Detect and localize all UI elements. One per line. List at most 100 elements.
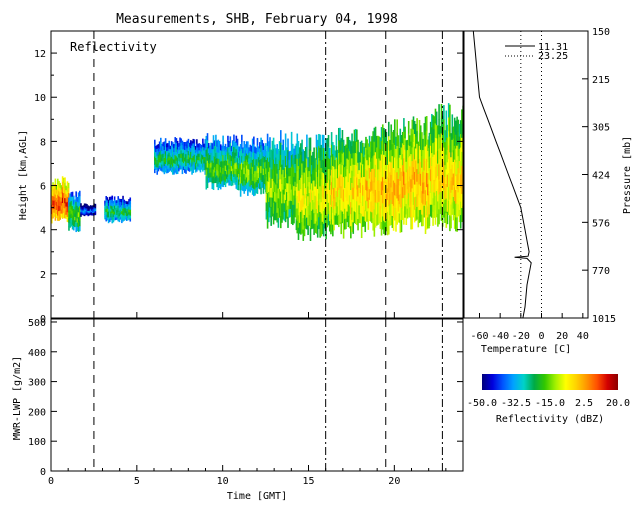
- reflectivity-cell: [105, 202, 108, 206]
- reflectivity-cell: [59, 201, 62, 207]
- reflectivity-cell: [341, 211, 344, 224]
- reflectivity-cell: [282, 189, 285, 200]
- reflectivity-cell: [231, 173, 234, 180]
- reflectivity-cell: [170, 141, 173, 146]
- reflectivity-cell: [342, 164, 345, 178]
- reflectivity-cell: [396, 198, 398, 212]
- reflectivity-cell: [245, 171, 248, 178]
- reflectivity-cell: [364, 220, 367, 233]
- reflectivity-cell: [125, 203, 128, 207]
- colorbar-label: Reflectivity (dBZ): [496, 414, 604, 425]
- reflectivity-cell: [178, 143, 180, 147]
- reflectivity-cell: [439, 191, 442, 204]
- reflectivity-cell: [277, 178, 280, 189]
- reflectivity-cell: [109, 206, 111, 210]
- reflectivity-cell: [213, 161, 216, 168]
- reflectivity-cell: [223, 160, 226, 166]
- reflectivity-cell: [365, 189, 367, 201]
- reflectivity-cell: [315, 146, 318, 160]
- reflectivity-cell: [451, 139, 454, 153]
- reflectivity-cell: [88, 209, 91, 212]
- reflectivity-cell: [461, 151, 463, 166]
- reflectivity-cell: [438, 119, 440, 135]
- reflectivity-cell: [88, 211, 91, 214]
- reflectivity-cell: [304, 167, 307, 178]
- reflectivity-cell: [327, 191, 330, 203]
- reflectivity-cell: [328, 179, 331, 190]
- reflectivity-cell: [110, 216, 112, 221]
- reflectivity-cell: [82, 212, 85, 215]
- reflectivity-cell: [256, 144, 259, 153]
- reflectivity-cell: [241, 169, 243, 177]
- temperature-tick-label: 20: [556, 331, 568, 342]
- reflectivity-cell: [242, 158, 244, 165]
- reflectivity-cell: [261, 181, 264, 188]
- reflectivity-cell: [351, 170, 353, 184]
- reflectivity-cell: [207, 152, 210, 159]
- reflectivity-cell: [409, 176, 411, 187]
- reflectivity-cell: [277, 168, 280, 179]
- reflectivity-cell: [418, 209, 421, 223]
- reflectivity-cell: [64, 187, 66, 194]
- reflectivity-cell: [200, 148, 203, 152]
- reflectivity-cell: [255, 187, 258, 194]
- reflectivity-cell: [242, 174, 244, 181]
- reflectivity-cell: [191, 141, 193, 146]
- reflectivity-cell: [211, 165, 214, 172]
- reflectivity-cell: [75, 201, 77, 207]
- reflectivity-cell: [155, 160, 157, 164]
- reflectivity-cell: [129, 212, 132, 216]
- reflectivity-cell: [63, 187, 65, 194]
- reflectivity-cell: [231, 157, 234, 164]
- reflectivity-cell: [167, 146, 169, 151]
- reflectivity-cell: [431, 152, 433, 167]
- reflectivity-cell: [413, 146, 416, 160]
- reflectivity-cell: [175, 142, 178, 148]
- reflectivity-cell: [407, 168, 410, 182]
- reflectivity-cell: [65, 214, 68, 219]
- reflectivity-cell: [406, 198, 409, 209]
- reflectivity-cell: [352, 175, 355, 188]
- reflectivity-cell: [256, 165, 259, 174]
- reflectivity-cell: [69, 197, 71, 203]
- reflectivity-cell: [63, 202, 65, 208]
- reflectivity-cell: [113, 208, 116, 212]
- reflectivity-cell: [203, 153, 205, 157]
- reflectivity-cell: [123, 199, 126, 203]
- reflectivity-cell: [412, 116, 415, 130]
- reflectivity-cell: [440, 205, 443, 221]
- reflectivity-cell: [356, 212, 358, 226]
- reflectivity-cell: [335, 179, 338, 192]
- reflectivity-cell: [204, 156, 207, 162]
- reflectivity-cell: [234, 152, 236, 158]
- reflectivity-cell: [241, 141, 243, 149]
- reflectivity-cell: [290, 189, 293, 202]
- reflectivity-cell: [306, 205, 308, 218]
- reflectivity-cell: [316, 176, 319, 189]
- reflectivity-cell: [57, 183, 59, 190]
- reflectivity-cell: [301, 198, 303, 211]
- reflectivity-cell: [76, 201, 79, 206]
- reflectivity-cell: [255, 175, 258, 183]
- reflectivity-cell: [88, 213, 91, 216]
- reflectivity-cell: [410, 141, 412, 155]
- reflectivity-cell: [298, 168, 301, 180]
- reflectivity-cell: [327, 213, 330, 226]
- reflectivity-cell: [424, 175, 427, 191]
- reflectivity-cell: [345, 218, 347, 230]
- reflectivity-cell: [203, 159, 205, 164]
- reflectivity-cell: [328, 158, 331, 170]
- reflectivity-cell: [259, 153, 261, 161]
- reflectivity-cell: [328, 168, 331, 180]
- reflectivity-cell: [421, 202, 423, 215]
- reflectivity-cell: [423, 134, 426, 147]
- reflectivity-cell: [298, 158, 301, 170]
- reflectivity-cell: [276, 212, 278, 223]
- reflectivity-cell: [304, 187, 307, 199]
- reflectivity-cell: [387, 149, 390, 165]
- reflectivity-cell: [262, 149, 265, 157]
- reflectivity-cell: [92, 209, 94, 211]
- reflectivity-cell: [105, 196, 108, 200]
- reflectivity-cell: [397, 211, 400, 223]
